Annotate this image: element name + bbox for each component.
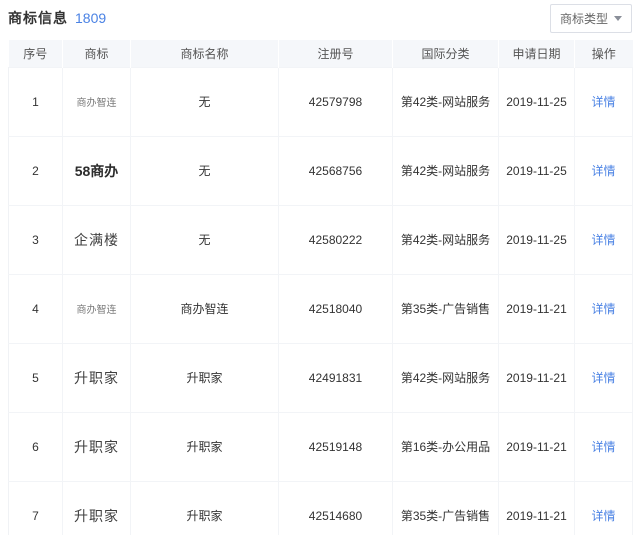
trademark-logo: 升职家	[74, 507, 119, 524]
cell-registration-number: 42518040	[278, 273, 393, 344]
cell-action: 详情	[574, 204, 633, 275]
registration-number: 42519148	[308, 439, 363, 454]
table-header-row: 序号 商标 商标名称 注册号 国际分类 申请日期 操作	[8, 40, 633, 67]
title-wrap: 商标信息 1809	[8, 8, 106, 28]
cell-apply-date: 2019-11-21	[498, 273, 575, 344]
cell-registration-number: 42579798	[278, 66, 393, 137]
cell-action: 详情	[574, 411, 633, 482]
cell-action: 详情	[574, 342, 633, 413]
registration-number: 42580222	[308, 232, 363, 247]
table-row: 6 升职家 升职家 42519148 第16类-办公用品 2019-11-21 详情	[8, 411, 633, 482]
registration-number: 42514680	[308, 508, 363, 523]
cell-trademark-name: 升职家	[130, 342, 279, 413]
cell-international-class: 第42类-网站服务	[392, 66, 499, 137]
cell-index: 7	[8, 480, 63, 535]
registration-number: 42518040	[308, 301, 363, 316]
cell-registration-number: 42568756	[278, 135, 393, 206]
trademark-logo: 升职家	[74, 438, 119, 455]
cell-international-class: 第16类-办公用品	[392, 411, 499, 482]
cell-action: 详情	[574, 480, 633, 535]
column-header-1: 商标	[62, 40, 131, 67]
table-row: 1 商办智连 无 42579798 第42类-网站服务 2019-11-25 详情	[8, 66, 633, 137]
column-header-4: 国际分类	[392, 40, 499, 67]
registration-number: 42568756	[308, 163, 363, 178]
cell-trademark-name: 无	[130, 66, 279, 137]
cell-action: 详情	[574, 273, 633, 344]
cell-registration-number: 42580222	[278, 204, 393, 275]
cell-index: 2	[8, 135, 63, 206]
cell-index: 5	[8, 342, 63, 413]
cell-trademark-name: 升职家	[130, 411, 279, 482]
cell-trademark-name: 无	[130, 135, 279, 206]
column-header-5: 申请日期	[498, 40, 575, 67]
cell-trademark-name: 无	[130, 204, 279, 275]
table-row: 2 58商办无 42568756 第42类-网站服务 2019-11-25 详情	[8, 135, 633, 206]
cell-international-class: 第42类-网站服务	[392, 204, 499, 275]
cell-registration-number: 42519148	[278, 411, 393, 482]
trademark-logo: 58商办	[74, 162, 119, 179]
detail-link[interactable]: 详情	[591, 509, 616, 523]
cell-apply-date: 2019-11-25	[498, 66, 575, 137]
detail-link[interactable]: 详情	[591, 164, 616, 178]
cell-apply-date: 2019-11-21	[498, 342, 575, 413]
trademark-logo: 企满楼	[74, 231, 119, 248]
detail-link[interactable]: 详情	[591, 371, 616, 385]
cell-index: 3	[8, 204, 63, 275]
page-title: 商标信息	[8, 10, 68, 26]
topbar: 商标信息 1809 商标类型	[8, 0, 632, 40]
trademark-table: 序号 商标 商标名称 注册号 国际分类 申请日期 操作 1 商办智连无 42579798 第42类…	[8, 40, 633, 535]
cell-trademark: 企满楼	[62, 204, 131, 275]
trademark-type-filter-label: 商标类型	[559, 11, 608, 26]
cell-international-class: 第35类-广告销售	[392, 480, 499, 535]
detail-link[interactable]: 详情	[591, 95, 616, 109]
cell-action: 详情	[574, 66, 633, 137]
caret-down-icon	[614, 15, 622, 21]
cell-index: 1	[8, 66, 63, 137]
column-header-3: 注册号	[278, 40, 393, 67]
cell-trademark-name: 商办智连	[130, 273, 279, 344]
cell-international-class: 第42类-网站服务	[392, 342, 499, 413]
table-row: 7 升职家 升职家 42514680 第35类-广告销售 2019-11-21 详情	[8, 480, 633, 535]
cell-index: 6	[8, 411, 63, 482]
trademark-logo: 商办智连	[76, 305, 117, 316]
trademark-logo: 商办智连	[76, 98, 117, 109]
column-header-6: 操作	[574, 40, 633, 67]
table-row: 3 企满楼无 42580222 第42类-网站服务 2019-11-25 详情	[8, 204, 633, 275]
cell-trademark: 58商办	[62, 135, 131, 206]
detail-link[interactable]: 详情	[591, 440, 616, 454]
table-row: 5 升职家 升职家 42491831 第42类-网站服务 2019-11-21 详情	[8, 342, 633, 413]
registration-number: 42491831	[308, 370, 363, 385]
cell-registration-number: 42514680	[278, 480, 393, 535]
column-header-2: 商标名称	[130, 40, 279, 67]
cell-apply-date: 2019-11-25	[498, 135, 575, 206]
trademark-type-filter-button[interactable]: 商标类型	[549, 3, 632, 33]
detail-link[interactable]: 详情	[591, 302, 616, 316]
cell-trademark: 升职家	[62, 411, 131, 482]
cell-international-class: 第42类-网站服务	[392, 135, 499, 206]
cell-trademark: 商办智连	[62, 66, 131, 137]
column-header-0: 序号	[8, 40, 63, 67]
cell-trademark-name: 升职家	[130, 480, 279, 535]
trademark-logo: 升职家	[74, 369, 119, 386]
cell-apply-date: 2019-11-21	[498, 480, 575, 535]
cell-international-class: 第35类-广告销售	[392, 273, 499, 344]
cell-trademark: 升职家	[62, 480, 131, 535]
cell-registration-number: 42491831	[278, 342, 393, 413]
cell-trademark: 升职家	[62, 342, 131, 413]
cell-index: 4	[8, 273, 63, 344]
cell-trademark: 商办智连	[62, 273, 131, 344]
table-body: 1 商办智连无 42579798 第42类-网站服务 2019-11-25 详情 2 58商办…	[8, 66, 633, 535]
cell-apply-date: 2019-11-21	[498, 411, 575, 482]
detail-link[interactable]: 详情	[591, 233, 616, 247]
cell-apply-date: 2019-11-25	[498, 204, 575, 275]
cell-action: 详情	[574, 135, 633, 206]
registration-number: 42579798	[308, 94, 363, 109]
trademark-count-badge: 1809	[75, 10, 107, 26]
table-row: 4 商办智连 商办智连 42518040 第35类-广告销售 2019-11-21 详情	[8, 273, 633, 344]
